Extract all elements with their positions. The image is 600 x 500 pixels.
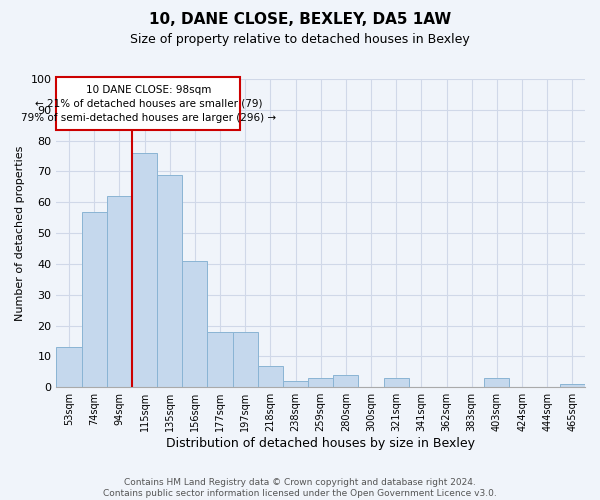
Bar <box>182 261 208 387</box>
Bar <box>560 384 585 387</box>
Y-axis label: Number of detached properties: Number of detached properties <box>15 146 25 321</box>
Bar <box>233 332 258 387</box>
FancyBboxPatch shape <box>56 78 240 130</box>
Text: 10, DANE CLOSE, BEXLEY, DA5 1AW: 10, DANE CLOSE, BEXLEY, DA5 1AW <box>149 12 451 28</box>
Bar <box>208 332 233 387</box>
Bar <box>258 366 283 387</box>
Bar <box>157 174 182 387</box>
Bar <box>308 378 333 387</box>
Bar <box>132 153 157 387</box>
Text: Contains HM Land Registry data © Crown copyright and database right 2024.
Contai: Contains HM Land Registry data © Crown c… <box>103 478 497 498</box>
X-axis label: Distribution of detached houses by size in Bexley: Distribution of detached houses by size … <box>166 437 475 450</box>
Bar <box>283 381 308 387</box>
Bar <box>56 347 82 387</box>
Bar <box>333 375 358 387</box>
Text: Size of property relative to detached houses in Bexley: Size of property relative to detached ho… <box>130 32 470 46</box>
Bar <box>107 196 132 387</box>
Bar <box>82 212 107 387</box>
Text: 10 DANE CLOSE: 98sqm
← 21% of detached houses are smaller (79)
79% of semi-detac: 10 DANE CLOSE: 98sqm ← 21% of detached h… <box>21 84 276 122</box>
Bar <box>484 378 509 387</box>
Bar <box>383 378 409 387</box>
